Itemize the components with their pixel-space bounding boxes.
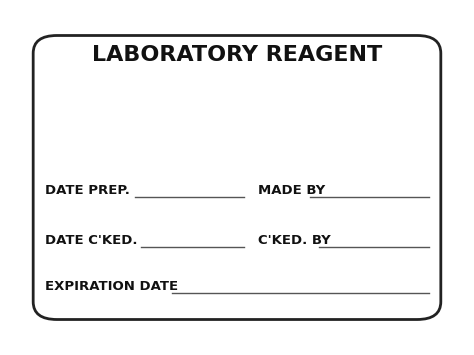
Text: LABORATORY REAGENT: LABORATORY REAGENT <box>92 45 382 65</box>
Text: MADE BY: MADE BY <box>258 184 330 197</box>
Text: C'KED. BY: C'KED. BY <box>258 234 336 247</box>
Text: DATE C'KED.: DATE C'KED. <box>45 234 142 247</box>
FancyBboxPatch shape <box>33 36 441 320</box>
Text: EXPIRATION DATE: EXPIRATION DATE <box>45 280 183 293</box>
Text: DATE PREP.: DATE PREP. <box>45 184 135 197</box>
